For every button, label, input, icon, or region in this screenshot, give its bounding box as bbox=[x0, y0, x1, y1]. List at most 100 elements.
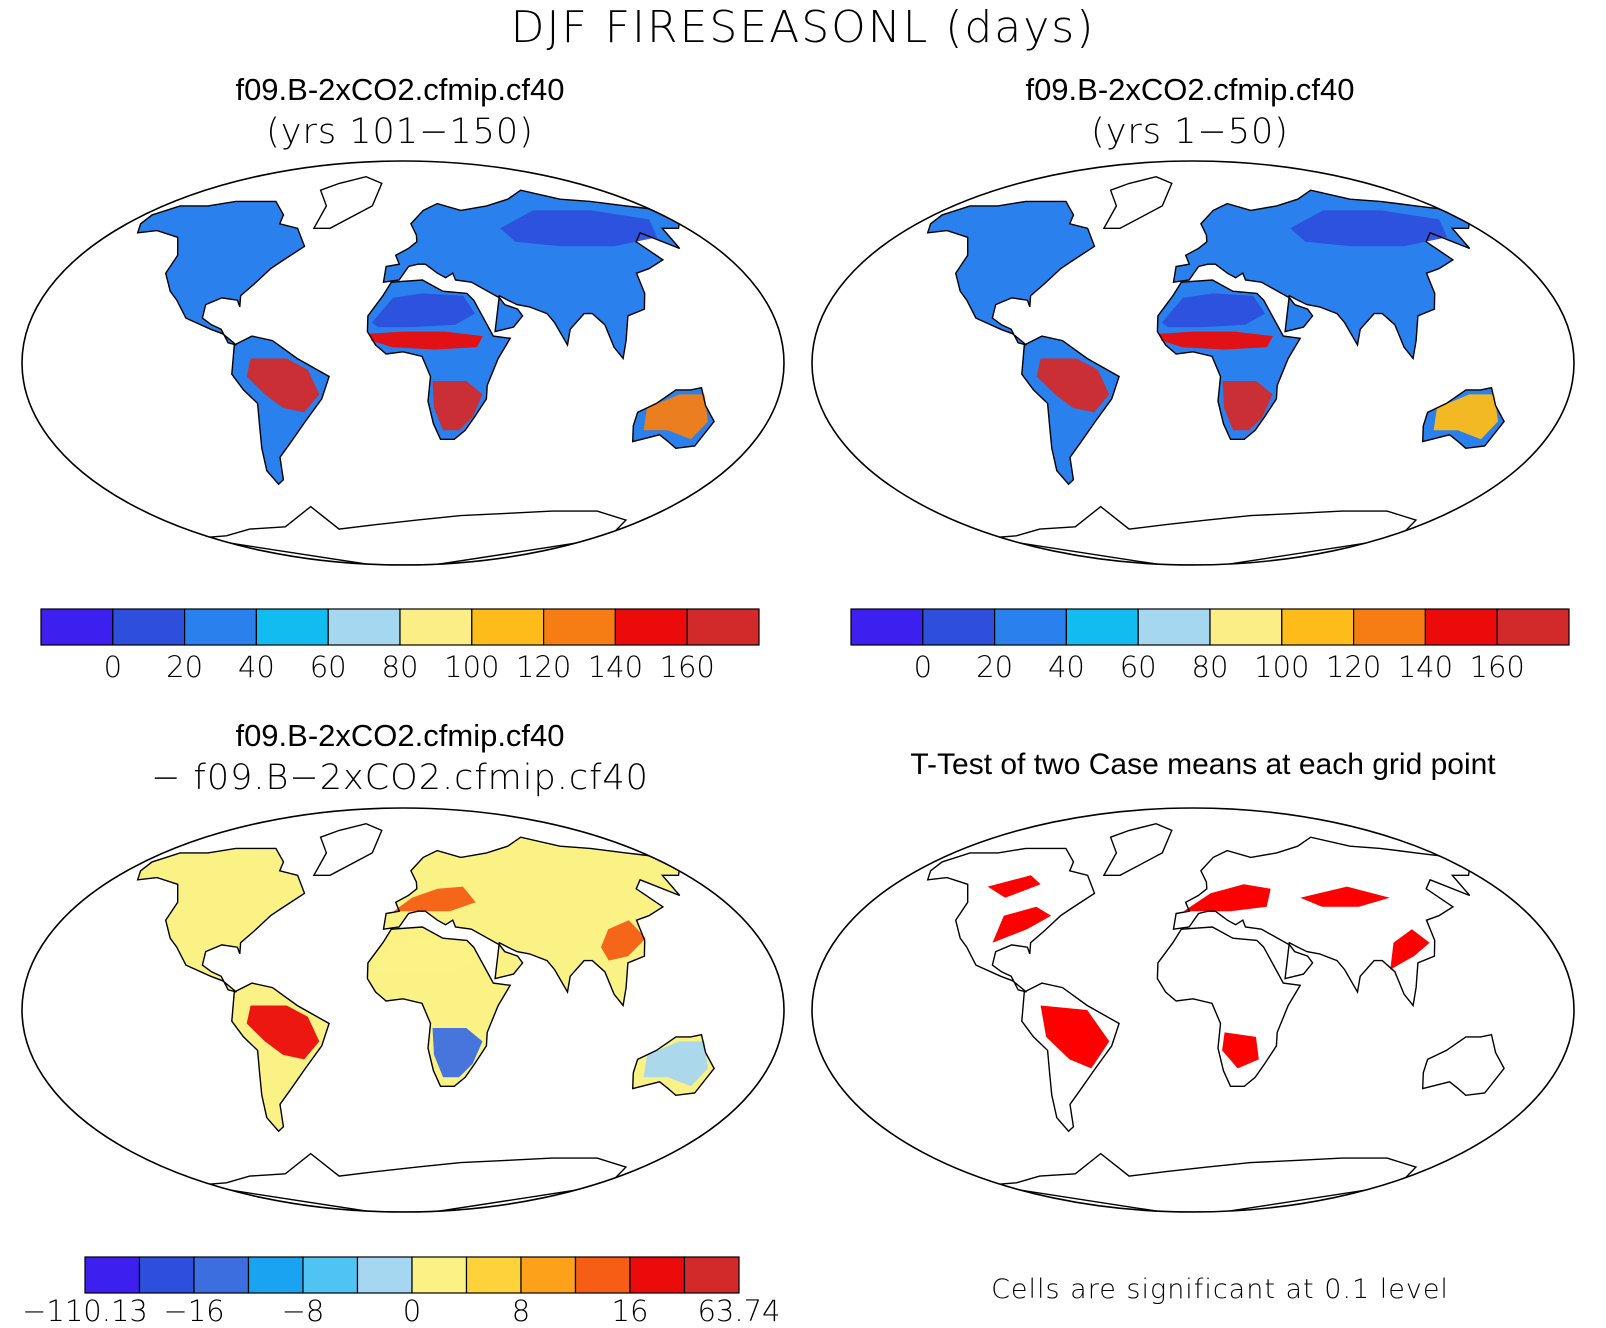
colorbar-tick-label: 63.74 bbox=[697, 1294, 781, 1328]
colorbar-swatch bbox=[247, 1256, 304, 1294]
coastline bbox=[382, 836, 681, 1008]
coastline bbox=[631, 386, 715, 450]
colorbar-swatch bbox=[411, 1256, 468, 1294]
region-southern-africa bbox=[432, 1028, 483, 1078]
colorbar-2 bbox=[850, 608, 1570, 646]
region-australia bbox=[1433, 394, 1498, 440]
colorbar-swatch bbox=[255, 608, 329, 646]
region-southern-africa bbox=[432, 381, 483, 431]
significance-note: Cells are significant at 0.1 level bbox=[991, 1274, 1449, 1305]
region-sahara bbox=[371, 940, 475, 975]
coastline bbox=[1156, 279, 1302, 440]
land-north-america bbox=[137, 848, 305, 992]
colorbar-swatch bbox=[1281, 608, 1355, 646]
coastline bbox=[1102, 175, 1173, 229]
significant-area bbox=[1183, 884, 1271, 912]
region-australia bbox=[643, 1041, 708, 1087]
colorbar-tick-label: 40 bbox=[237, 650, 275, 684]
coastline bbox=[197, 1152, 628, 1212]
colorbar-swatch bbox=[686, 608, 760, 646]
colorbar-swatch bbox=[40, 608, 114, 646]
coastline bbox=[312, 822, 383, 876]
significant-area bbox=[1040, 1005, 1110, 1069]
colorbar-swatch bbox=[193, 1256, 250, 1294]
region-australia bbox=[643, 394, 708, 440]
map-frame bbox=[811, 160, 1575, 566]
colorbar-tick-label: 140 bbox=[587, 650, 644, 684]
colorbar-tick-label: −16 bbox=[163, 1294, 225, 1328]
colorbar-swatch bbox=[629, 1256, 686, 1294]
coastline bbox=[197, 505, 628, 565]
colorbar-tick-label: 100 bbox=[1254, 650, 1310, 684]
land-eurasia bbox=[383, 837, 680, 1006]
coastline bbox=[987, 1152, 1418, 1212]
region-sahel bbox=[369, 331, 483, 350]
colorbar-tick-label: 120 bbox=[1325, 650, 1382, 684]
colorbar-tick-label: 60 bbox=[309, 650, 347, 684]
colorbar-tick-label: −8 bbox=[281, 1294, 325, 1328]
colorbar-swatch bbox=[994, 608, 1068, 646]
significant-area bbox=[987, 875, 1041, 898]
region-amazon bbox=[246, 1005, 320, 1060]
coastline bbox=[1021, 982, 1120, 1133]
land-greenland bbox=[1103, 176, 1172, 229]
colorbar-swatch bbox=[683, 1256, 740, 1294]
colorbar-swatch bbox=[1424, 608, 1498, 646]
coastline bbox=[231, 982, 330, 1133]
colorbar-1 bbox=[40, 608, 760, 646]
colorbar-swatch bbox=[356, 1256, 413, 1294]
map-frame bbox=[21, 160, 785, 566]
colorbar-swatch bbox=[1137, 608, 1211, 646]
map-panel-2 bbox=[811, 160, 1575, 566]
colorbar-tick-label: 40 bbox=[1047, 650, 1085, 684]
coastline bbox=[926, 200, 1096, 346]
significant-area bbox=[992, 906, 1052, 943]
colorbar-tick-label: 16 bbox=[611, 1294, 649, 1328]
panel1-subtitle: (yrs 101−150) bbox=[266, 112, 534, 152]
colorbar-swatch bbox=[399, 608, 473, 646]
coastline bbox=[136, 200, 306, 346]
colorbar-2-ticks: 0 20 40 60 80 100 120 140 160 bbox=[850, 650, 1570, 690]
coastline bbox=[136, 847, 306, 993]
main-title: DJF FIRESEASONL (days) bbox=[510, 2, 1096, 53]
colorbar-swatch bbox=[138, 1256, 195, 1294]
colorbar-tick-label: 80 bbox=[1191, 650, 1229, 684]
region-southern-africa bbox=[1222, 381, 1273, 431]
coastline bbox=[631, 1033, 715, 1097]
colorbar-tick-label: −110.13 bbox=[22, 1294, 148, 1328]
colorbar-tick-label: 20 bbox=[166, 650, 204, 684]
panel1-title: f09.B-2xCO2.cfmip.cf40 bbox=[235, 72, 565, 107]
map-frame bbox=[21, 807, 785, 1213]
significant-area bbox=[1300, 886, 1390, 907]
significant-area bbox=[1222, 1032, 1259, 1069]
coastline bbox=[382, 189, 681, 361]
coastline bbox=[1021, 335, 1120, 486]
colorbar-3-ticks: −110.13 −16 −8 0 8 16 63.74 bbox=[22, 1294, 780, 1328]
region-amazon bbox=[1036, 358, 1110, 413]
region-sahara bbox=[371, 293, 475, 328]
region-east-asia bbox=[601, 920, 646, 961]
colorbar-swatch bbox=[1209, 608, 1283, 646]
map-panel-1 bbox=[21, 160, 785, 566]
colorbar-swatch bbox=[1496, 608, 1570, 646]
coastline bbox=[1421, 1033, 1505, 1097]
colorbar-tick-label: 60 bbox=[1119, 650, 1157, 684]
coastline bbox=[926, 847, 1096, 993]
colorbar-tick-label: 140 bbox=[1397, 650, 1454, 684]
panel2-title: f09.B-2xCO2.cfmip.cf40 bbox=[1025, 72, 1355, 107]
coastline bbox=[1421, 386, 1505, 450]
colorbar-swatch bbox=[520, 1256, 577, 1294]
land-north-america bbox=[137, 201, 305, 345]
colorbar-swatch bbox=[327, 608, 401, 646]
land-greenland bbox=[313, 823, 382, 876]
land-antarctica bbox=[197, 506, 626, 565]
colorbar-tick-label: 160 bbox=[1469, 650, 1525, 684]
region-siberia bbox=[500, 210, 658, 247]
colorbar-swatch bbox=[850, 608, 924, 646]
region-sahel bbox=[1159, 331, 1273, 350]
coastline bbox=[312, 175, 383, 229]
colorbar-tick-label: 0 bbox=[913, 650, 933, 684]
land-north-america bbox=[927, 201, 1095, 345]
colorbar-tick-label: 80 bbox=[381, 650, 419, 684]
colorbar-swatch bbox=[471, 608, 545, 646]
